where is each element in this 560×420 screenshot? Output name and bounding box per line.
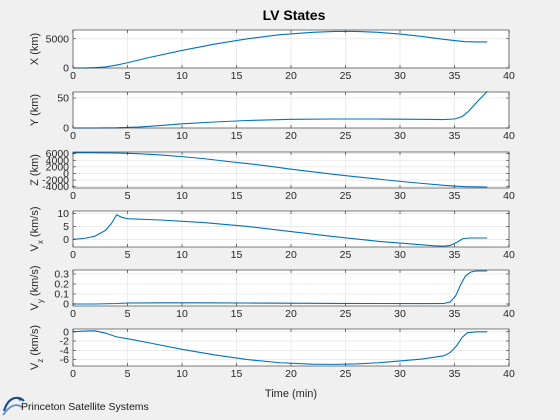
x-tick-label: 0 — [70, 70, 76, 82]
y-tick-label: 50 — [57, 93, 69, 105]
subplot-3: 0 5 10 15 20 25 30 35 40-4000-20000200040006000Z… — [29, 148, 515, 202]
x-tick-label: 25 — [340, 130, 352, 142]
x-tick-label: 20 — [285, 249, 297, 261]
x-tick-label: 0 — [70, 190, 76, 202]
x-tick-label: 30 — [394, 130, 406, 142]
x-tick-label: 30 — [394, 368, 406, 380]
x-tick-label: 5 — [125, 130, 131, 142]
x-tick-label: 25 — [340, 249, 352, 261]
x-axis-label: Time (min) — [265, 388, 317, 400]
y-tick-label: 0 — [63, 299, 69, 311]
x-tick-label: 10 — [176, 249, 188, 261]
y-tick-label: -6 — [60, 354, 69, 366]
x-tick-label: 10 — [176, 308, 188, 320]
y-tick-label: 0 — [63, 234, 69, 246]
x-tick-label: 30 — [394, 308, 406, 320]
x-tick-label: 15 — [231, 190, 243, 202]
x-tick-label: 40 — [503, 368, 515, 380]
x-tick-label: 0 — [70, 249, 76, 261]
x-tick-label: 35 — [449, 249, 461, 261]
y-tick-label: 0.2 — [54, 279, 69, 291]
y-axis-label: X (km) — [29, 33, 41, 65]
x-tick-label: 5 — [125, 70, 131, 82]
y-tick-label: 4000 — [46, 155, 70, 167]
y-axis-label: Y (km) — [29, 94, 41, 126]
x-tick-label: 25 — [340, 190, 352, 202]
y-axis-label: Vx (km/s) — [29, 207, 45, 252]
x-tick-label: 15 — [231, 249, 243, 261]
x-tick-label: 35 — [449, 308, 461, 320]
y-axis-label: Vy (km/s) — [29, 266, 45, 311]
series-line — [73, 30, 488, 69]
chart-title: LV States — [263, 7, 326, 23]
x-tick-label: 25 — [340, 70, 352, 82]
subplot-5: 0 5 10 15 20 25 30 35 40 00.10.20.3 Vy (km/s) — [29, 266, 515, 320]
x-tick-label: 30 — [394, 249, 406, 261]
y-axis-label: Z (km) — [29, 154, 41, 186]
x-tick-label: 20 — [285, 70, 297, 82]
x-tick-label: 0 — [70, 130, 76, 142]
x-tick-label: 5 — [125, 308, 131, 320]
x-tick-label: 35 — [449, 70, 461, 82]
subplot-1: 0 5 10 15 20 25 30 35 40 0 5000 X (km) — [29, 29, 515, 82]
x-tick-label: 20 — [285, 368, 297, 380]
x-tick-label: 5 — [125, 249, 131, 261]
x-tick-label: 10 — [176, 70, 188, 82]
x-tick-label: 20 — [285, 130, 297, 142]
pss-logo-icon — [2, 396, 25, 416]
subplot-2: 0 5 10 15 20 25 30 35 40 0 50 Y (km) — [29, 91, 515, 142]
x-tick-label: 35 — [449, 368, 461, 380]
y-tick-label: 10 — [57, 208, 69, 220]
y-tick-label: 0 — [63, 123, 69, 135]
y-axis-label: Vz (km/s) — [29, 325, 45, 370]
y-tick-label: 0 — [63, 63, 69, 75]
x-tick-label: 0 — [70, 308, 76, 320]
x-tick-label: 40 — [503, 308, 515, 320]
x-tick-label: 35 — [449, 190, 461, 202]
x-tick-label: 20 — [285, 308, 297, 320]
x-tick-label: 0 — [70, 368, 76, 380]
x-tick-label: 35 — [449, 130, 461, 142]
y-tick-label: 0.1 — [54, 289, 69, 301]
y-tick-label: 0 — [63, 326, 69, 338]
y-tick-label: 0 — [63, 168, 69, 180]
series-line — [73, 91, 488, 129]
y-tick-label: -2 — [60, 336, 69, 348]
x-tick-label: 40 — [503, 130, 515, 142]
x-tick-label: 10 — [176, 130, 188, 142]
x-tick-label: 15 — [231, 368, 243, 380]
series-line — [72, 214, 488, 247]
x-tick-label: 20 — [285, 190, 297, 202]
x-tick-label: 5 — [125, 190, 131, 202]
x-tick-label: 25 — [340, 368, 352, 380]
x-tick-label: 5 — [125, 368, 131, 380]
x-tick-label: 30 — [394, 190, 406, 202]
y-tick-label: -4000 — [42, 181, 69, 193]
series-line — [72, 330, 488, 365]
x-tick-label: 10 — [176, 190, 188, 202]
series-line — [73, 152, 488, 188]
x-tick-label: 15 — [231, 70, 243, 82]
x-tick-label: 40 — [503, 70, 515, 82]
y-tick-label: 5000 — [46, 33, 70, 45]
x-tick-label: 15 — [231, 308, 243, 320]
x-tick-label: 40 — [503, 190, 515, 202]
company-name: Princeton Satellite Systems — [21, 401, 149, 413]
y-tick-label: 2000 — [46, 161, 70, 173]
y-tick-label: 0.3 — [54, 269, 69, 281]
y-tick-label: -4 — [60, 345, 69, 357]
y-tick-label: 5 — [63, 221, 69, 233]
y-tick-label: -2000 — [42, 175, 69, 187]
x-tick-label: 15 — [231, 130, 243, 142]
x-tick-label: 10 — [176, 368, 188, 380]
y-tick-label: 6000 — [46, 148, 70, 160]
x-tick-label: 25 — [340, 308, 352, 320]
x-tick-label: 30 — [394, 70, 406, 82]
x-tick-label: 40 — [503, 249, 515, 261]
